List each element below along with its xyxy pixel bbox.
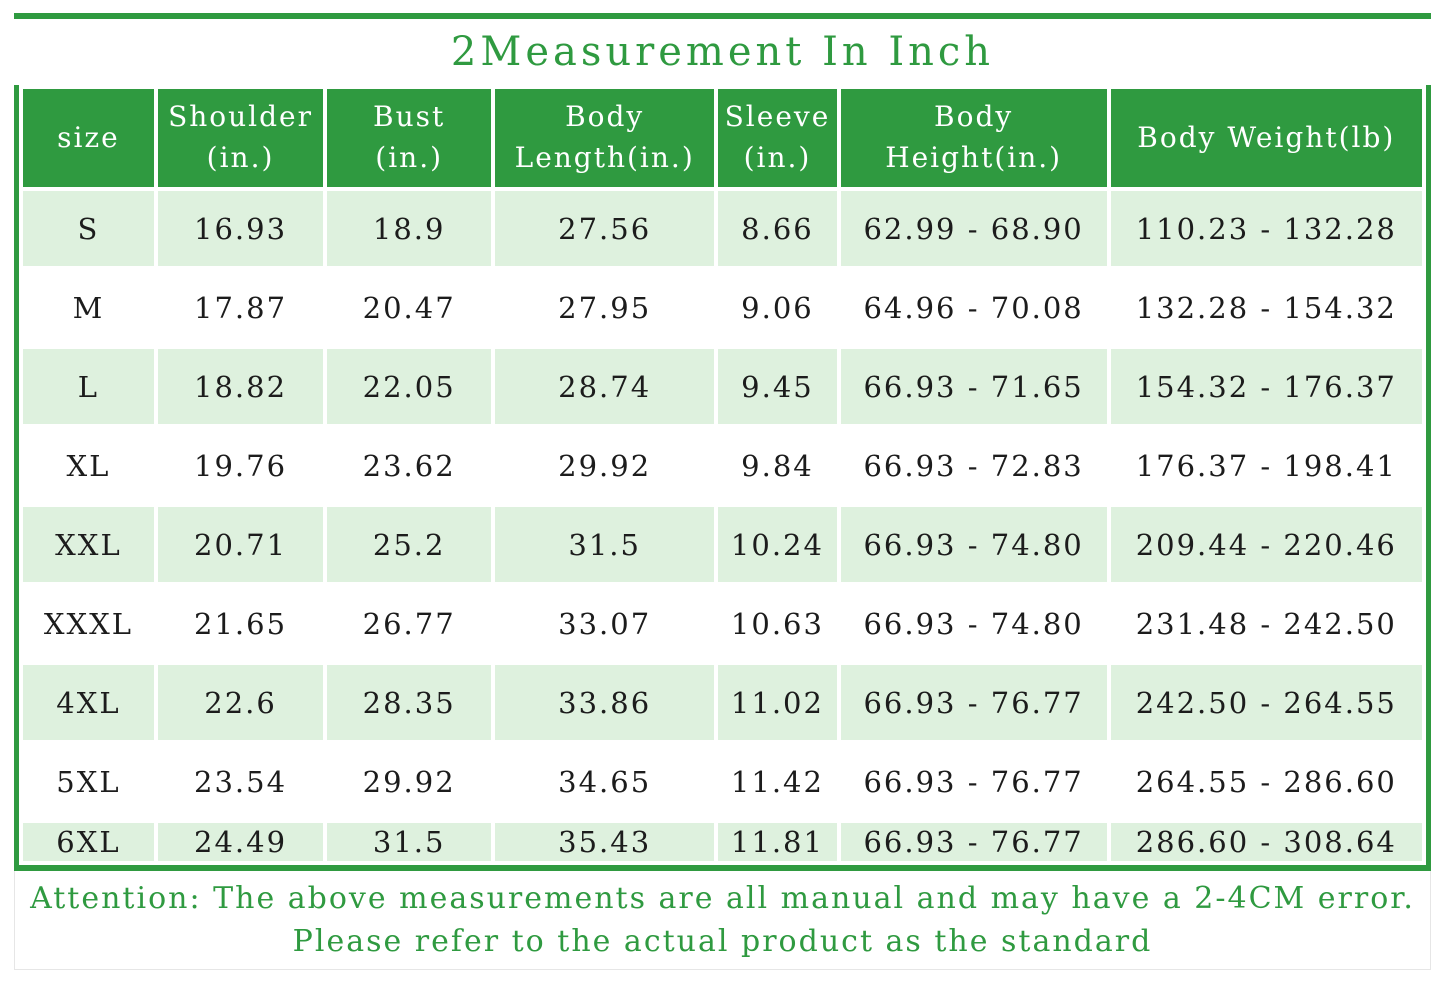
table-cell: 31.5 — [495, 507, 715, 582]
table-cell: 33.07 — [495, 586, 715, 661]
table-cell: 18.9 — [327, 191, 492, 266]
table-row: M 17.87 20.47 27.95 9.06 64.96 - 70.08 132.28 … — [23, 270, 1422, 345]
size-label-cell: XXL — [23, 507, 154, 582]
table-row: 6XL 24.49 31.5 35.43 11.81 66.93 - 76.77 286.6… — [23, 823, 1422, 861]
table-cell: 66.93 - 76.77 — [840, 744, 1107, 819]
column-header: size — [23, 89, 154, 187]
table-cell: 176.37 - 198.41 — [1110, 428, 1422, 503]
table-cell: 231.48 - 242.50 — [1110, 586, 1422, 661]
table-cell: 66.93 - 76.77 — [840, 823, 1107, 861]
size-label-cell: 6XL — [23, 823, 154, 861]
table-row: 5XL 23.54 29.92 34.65 11.42 66.93 - 76.77 264.… — [23, 744, 1422, 819]
table-cell: 33.86 — [495, 665, 715, 740]
table-cell: 11.02 — [718, 665, 837, 740]
header-row: size Shoulder (in.) Bust (in.) Body Length(in.… — [23, 89, 1422, 187]
table-cell: 26.77 — [327, 586, 492, 661]
size-label-cell: 4XL — [23, 665, 154, 740]
column-header: Bust (in.) — [327, 89, 492, 187]
table-cell: 28.35 — [327, 665, 492, 740]
table-cell: 209.44 - 220.46 — [1110, 507, 1422, 582]
table-cell: 66.93 - 72.83 — [840, 428, 1107, 503]
table-cell: 110.23 - 132.28 — [1110, 191, 1422, 266]
size-label-cell: 5XL — [23, 744, 154, 819]
attention-line-1: Attention: The above measurements are al… — [30, 881, 1415, 916]
table-cell: 16.93 — [157, 191, 324, 266]
table-cell: 22.05 — [327, 349, 492, 424]
column-header: Body Height(in.) — [840, 89, 1107, 187]
table-cell: 21.65 — [157, 586, 324, 661]
size-table-frame: size Shoulder (in.) Bust (in.) Body Length(in.… — [14, 85, 1431, 871]
size-label-cell: XL — [23, 428, 154, 503]
top-border-bar — [14, 13, 1431, 19]
table-cell: 19.76 — [157, 428, 324, 503]
table-row: 4XL 22.6 28.35 33.86 11.02 66.93 - 76.77 242.5… — [23, 665, 1422, 740]
table-cell: 154.32 - 176.37 — [1110, 349, 1422, 424]
table-cell: 20.47 — [327, 270, 492, 345]
table-row: S 16.93 18.9 27.56 8.66 62.99 - 68.90 110.23 -… — [23, 191, 1422, 266]
table-cell: 35.43 — [495, 823, 715, 861]
table-cell: 64.96 - 70.08 — [840, 270, 1107, 345]
table-cell: 20.71 — [157, 507, 324, 582]
size-label-cell: L — [23, 349, 154, 424]
table-cell: 10.63 — [718, 586, 837, 661]
table-cell: 27.95 — [495, 270, 715, 345]
column-header: Body Length(in.) — [495, 89, 715, 187]
column-header: Sleeve (in.) — [718, 89, 837, 187]
table-cell: 29.92 — [495, 428, 715, 503]
column-header: Body Weight(lb) — [1110, 89, 1422, 187]
table-row: L 18.82 22.05 28.74 9.45 66.93 - 71.65 154.32 … — [23, 349, 1422, 424]
table-cell: 62.99 - 68.90 — [840, 191, 1107, 266]
table-cell: 34.65 — [495, 744, 715, 819]
table-cell: 29.92 — [327, 744, 492, 819]
table-row: XL 19.76 23.62 29.92 9.84 66.93 - 72.83 176.37… — [23, 428, 1422, 503]
table-cell: 25.2 — [327, 507, 492, 582]
table-cell: 22.6 — [157, 665, 324, 740]
table-cell: 242.50 - 264.55 — [1110, 665, 1422, 740]
table-cell: 23.62 — [327, 428, 492, 503]
table-cell: 10.24 — [718, 507, 837, 582]
size-label-cell: XXXL — [23, 586, 154, 661]
table-cell: 8.66 — [718, 191, 837, 266]
table-cell: 264.55 - 286.60 — [1110, 744, 1422, 819]
size-table-body: S 16.93 18.9 27.56 8.66 62.99 - 68.90 110.23 -… — [23, 191, 1422, 861]
attention-note: Attention: The above measurements are al… — [14, 871, 1431, 970]
table-cell: 28.74 — [495, 349, 715, 424]
table-cell: 9.84 — [718, 428, 837, 503]
table-cell: 286.60 - 308.64 — [1110, 823, 1422, 861]
table-cell: 9.06 — [718, 270, 837, 345]
table-row: XXL 20.71 25.2 31.5 10.24 66.93 - 74.80 209.44… — [23, 507, 1422, 582]
table-row: XXXL 21.65 26.77 33.07 10.63 66.93 - 74.80 231… — [23, 586, 1422, 661]
table-cell: 9.45 — [718, 349, 837, 424]
size-table: size Shoulder (in.) Bust (in.) Body Length(in.… — [19, 85, 1426, 865]
table-cell: 31.5 — [327, 823, 492, 861]
table-cell: 66.93 - 74.80 — [840, 507, 1107, 582]
table-cell: 23.54 — [157, 744, 324, 819]
table-cell: 11.42 — [718, 744, 837, 819]
size-chart: 2Measurement In Inch size Shoulder (in.) Bu… — [14, 13, 1431, 970]
table-cell: 66.93 - 71.65 — [840, 349, 1107, 424]
table-cell: 24.49 — [157, 823, 324, 861]
page-title: 2Measurement In Inch — [450, 29, 995, 75]
table-cell: 11.81 — [718, 823, 837, 861]
table-cell: 66.93 - 74.80 — [840, 586, 1107, 661]
table-cell: 17.87 — [157, 270, 324, 345]
size-table-head: size Shoulder (in.) Bust (in.) Body Length(in.… — [23, 89, 1422, 187]
size-label-cell: M — [23, 270, 154, 345]
table-cell: 18.82 — [157, 349, 324, 424]
title-band: 2Measurement In Inch — [14, 19, 1431, 85]
table-cell: 27.56 — [495, 191, 715, 266]
size-label-cell: S — [23, 191, 154, 266]
column-header: Shoulder (in.) — [157, 89, 324, 187]
attention-line-2: Please refer to the actual product as th… — [292, 924, 1153, 959]
table-cell: 66.93 - 76.77 — [840, 665, 1107, 740]
table-cell: 132.28 - 154.32 — [1110, 270, 1422, 345]
